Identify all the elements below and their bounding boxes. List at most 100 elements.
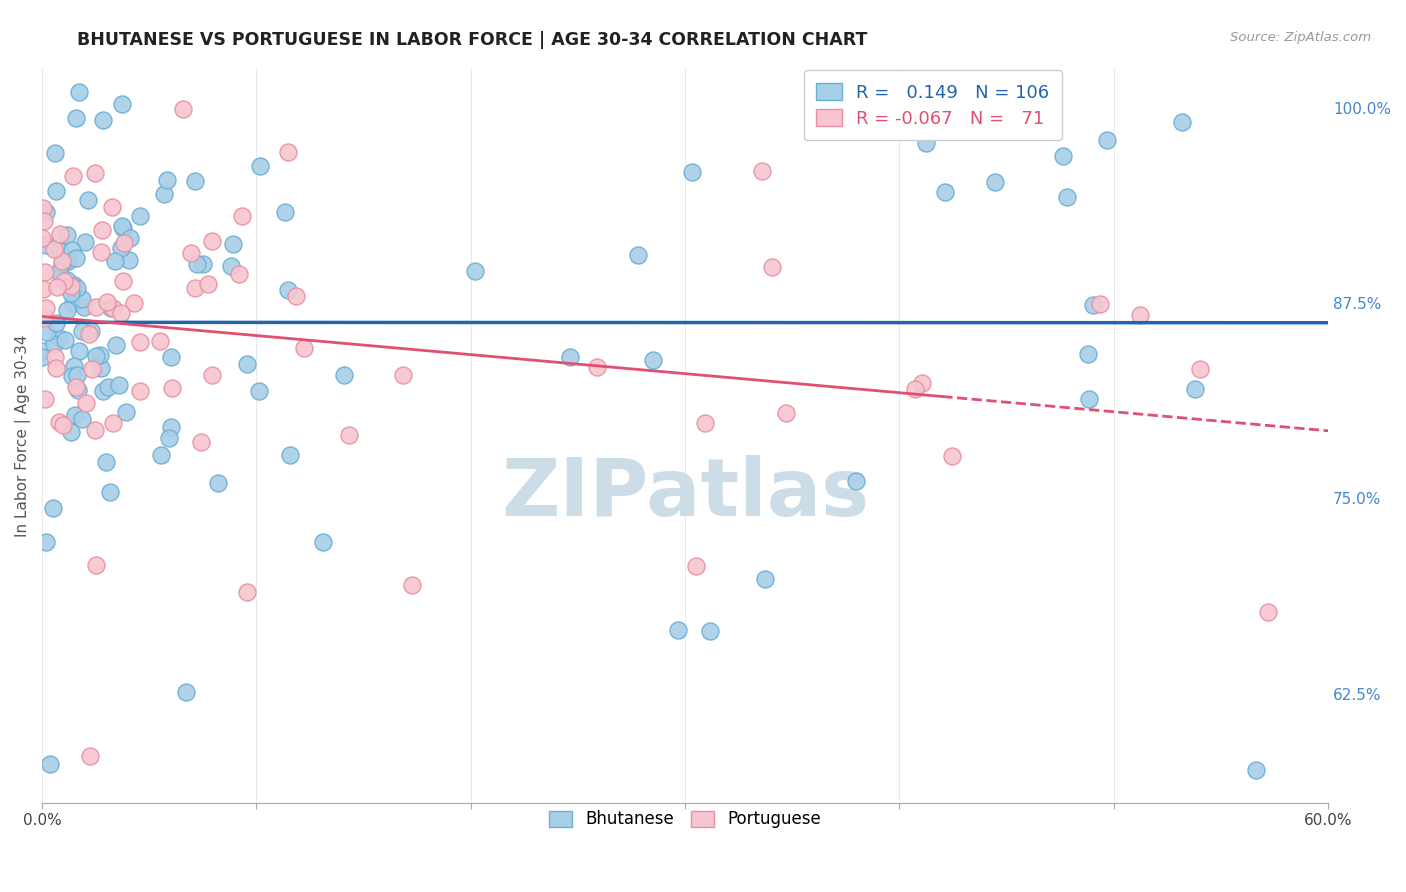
Point	[42, 500, 65, 515]
Point	[775, 406, 797, 420]
Point	[48, 331, 70, 345]
Point	[191, 257, 214, 271]
Point	[1097, 133, 1119, 147]
Point	[45, 185, 67, 199]
Point	[44, 145, 66, 160]
Point	[49, 227, 72, 242]
Point	[63, 359, 86, 374]
Point	[35, 301, 58, 316]
Point	[56, 273, 79, 287]
Point	[37, 325, 59, 339]
Point	[38, 757, 60, 772]
Point	[627, 248, 650, 262]
Point	[761, 260, 783, 274]
Point	[114, 405, 136, 419]
Point	[1052, 149, 1074, 163]
Point	[67, 384, 90, 398]
Point	[94, 454, 117, 468]
Point	[911, 376, 934, 390]
Point	[183, 174, 205, 188]
Point	[112, 274, 135, 288]
Point	[1077, 392, 1099, 406]
Point	[110, 97, 132, 112]
Point	[110, 305, 132, 319]
Point	[312, 535, 335, 549]
Point	[60, 243, 83, 257]
Point	[249, 159, 271, 173]
Point	[112, 235, 135, 250]
Point	[120, 231, 142, 245]
Point	[152, 187, 174, 202]
Point	[70, 412, 93, 426]
Point	[56, 253, 79, 268]
Point	[79, 749, 101, 764]
Point	[51, 257, 73, 271]
Point	[1081, 298, 1104, 312]
Point	[62, 169, 84, 184]
Point	[59, 425, 82, 440]
Point	[247, 384, 270, 398]
Point	[845, 474, 868, 488]
Point	[65, 111, 87, 125]
Point	[75, 395, 97, 409]
Point	[222, 237, 245, 252]
Point	[118, 252, 141, 267]
Point	[184, 281, 207, 295]
Point	[695, 417, 717, 431]
Point	[32, 311, 55, 326]
Point	[72, 300, 94, 314]
Point	[67, 85, 90, 99]
Point	[34, 265, 56, 279]
Point	[180, 245, 202, 260]
Point	[128, 210, 150, 224]
Point	[42, 242, 65, 256]
Point	[66, 368, 89, 382]
Point	[112, 221, 135, 235]
Point	[55, 302, 77, 317]
Point	[49, 244, 72, 259]
Point	[157, 431, 180, 445]
Point	[904, 382, 927, 396]
Point	[197, 277, 219, 291]
Point	[31, 350, 53, 364]
Point	[236, 584, 259, 599]
Point	[32, 344, 55, 359]
Point	[59, 279, 82, 293]
Point	[44, 336, 66, 351]
Point	[201, 235, 224, 249]
Point	[333, 368, 356, 382]
Point	[55, 333, 77, 347]
Point	[560, 351, 582, 365]
Point	[48, 415, 70, 429]
Point	[278, 448, 301, 462]
Point	[128, 335, 150, 350]
Point	[160, 380, 183, 394]
Point	[172, 102, 194, 116]
Point	[59, 285, 82, 300]
Point	[401, 578, 423, 592]
Point	[98, 485, 121, 500]
Point	[60, 369, 83, 384]
Point	[65, 380, 87, 394]
Point	[51, 254, 73, 268]
Point	[82, 362, 104, 376]
Point	[97, 379, 120, 393]
Point	[997, 85, 1019, 99]
Point	[699, 624, 721, 639]
Point	[1056, 190, 1078, 204]
Point	[1077, 346, 1099, 360]
Point	[66, 281, 89, 295]
Point	[292, 341, 315, 355]
Point	[84, 300, 107, 314]
Point	[89, 348, 111, 362]
Point	[190, 434, 212, 449]
Point	[754, 572, 776, 586]
Point	[84, 423, 107, 437]
Point	[110, 219, 132, 234]
Point	[96, 294, 118, 309]
Point	[90, 361, 112, 376]
Point	[56, 227, 79, 242]
Point	[65, 252, 87, 266]
Point	[77, 327, 100, 342]
Point	[1257, 605, 1279, 619]
